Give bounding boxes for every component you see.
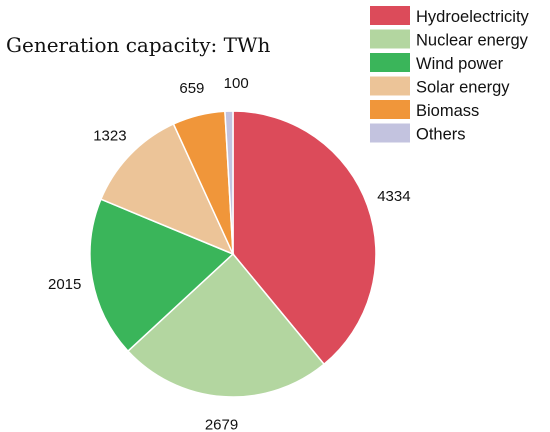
legend-label-solar-energy: Solar energy (416, 79, 510, 97)
legend-swatch-biomass (370, 100, 410, 119)
pie-value-label-nuclear-energy: 2679 (205, 417, 238, 432)
legend-label-hydroelectricity: Hydroelectricity (416, 8, 530, 26)
pie-value-labels: 4334 2679 2015 1323 659 100 (48, 75, 411, 432)
pie-slice-solar-energy (99, 122, 235, 256)
pie-slices (89, 110, 377, 398)
legend-swatch-wind-power (370, 53, 410, 72)
legend-label-wind-power: Wind power (416, 55, 504, 73)
legend: Hydroelectricity Nuclear energy Wind power… (370, 6, 530, 144)
pie-value-label-solar-energy: 1323 (93, 127, 126, 144)
legend-label-nuclear-energy: Nuclear energy (416, 32, 529, 50)
pie-slice-wind-power (89, 198, 235, 353)
pie-slice-others (224, 110, 234, 255)
legend-label-others: Others (416, 126, 466, 144)
pie-value-label-biomass: 659 (179, 80, 204, 97)
chart-title: Generation capacity: TWh (6, 33, 271, 57)
pie-slice-nuclear-energy (126, 252, 326, 398)
legend-swatch-nuclear-energy (370, 29, 410, 49)
legend-swatch-solar-energy (370, 76, 410, 96)
pie-slice-hydroelectricity (232, 110, 377, 366)
legend-swatch-hydroelectricity (370, 6, 410, 25)
pie-value-label-wind-power: 2015 (48, 276, 81, 293)
pie-value-label-hydroelectricity: 4334 (377, 188, 410, 205)
legend-swatch-others (370, 123, 410, 143)
legend-label-biomass: Biomass (416, 102, 479, 120)
pie-value-label-others: 100 (224, 75, 249, 92)
